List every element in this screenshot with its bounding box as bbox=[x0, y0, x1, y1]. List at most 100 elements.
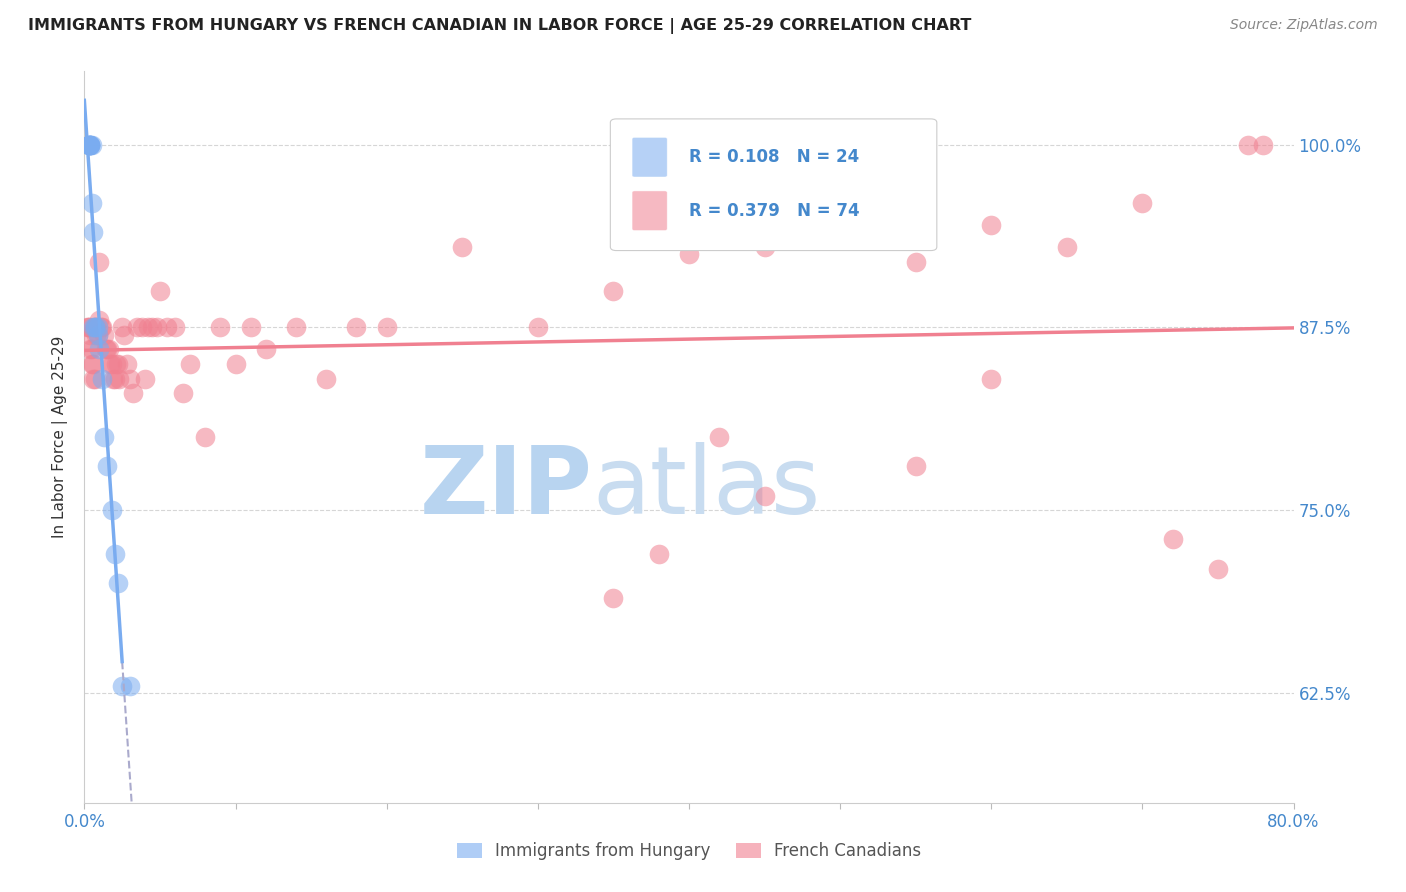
Point bbox=[134, 371, 156, 385]
Point bbox=[1206, 562, 1229, 576]
Point bbox=[89, 313, 111, 327]
Point bbox=[80, 137, 103, 152]
Point bbox=[111, 679, 134, 693]
Y-axis label: In Labor Force | Age 25-29: In Labor Force | Age 25-29 bbox=[52, 336, 69, 538]
Point bbox=[77, 137, 100, 152]
Text: R = 0.379   N = 74: R = 0.379 N = 74 bbox=[689, 202, 859, 219]
Point bbox=[118, 679, 141, 693]
Point bbox=[239, 320, 262, 334]
Point bbox=[375, 320, 398, 334]
Point bbox=[1253, 137, 1275, 152]
Point bbox=[904, 459, 927, 474]
Point bbox=[107, 357, 129, 371]
Point bbox=[830, 218, 852, 232]
Point bbox=[121, 386, 143, 401]
Point bbox=[141, 320, 163, 334]
Point bbox=[90, 320, 112, 334]
Point bbox=[108, 371, 131, 385]
Point bbox=[76, 320, 98, 334]
FancyBboxPatch shape bbox=[633, 191, 668, 230]
Point bbox=[89, 254, 111, 268]
Point bbox=[904, 254, 927, 268]
Point bbox=[136, 320, 159, 334]
Point bbox=[80, 357, 103, 371]
Point bbox=[315, 371, 337, 385]
Point bbox=[1130, 196, 1153, 211]
Point bbox=[100, 503, 122, 517]
Point bbox=[194, 430, 217, 444]
Point bbox=[91, 371, 114, 385]
Point bbox=[127, 320, 149, 334]
Point bbox=[149, 284, 172, 298]
Point bbox=[112, 327, 135, 342]
Point bbox=[79, 137, 101, 152]
Point bbox=[115, 357, 138, 371]
Text: R = 0.108   N = 24: R = 0.108 N = 24 bbox=[689, 148, 859, 166]
Point bbox=[527, 320, 550, 334]
Point bbox=[94, 343, 117, 357]
Point bbox=[1237, 137, 1260, 152]
Point bbox=[285, 320, 308, 334]
Point bbox=[86, 327, 108, 342]
Point bbox=[77, 137, 100, 152]
Point bbox=[80, 343, 103, 357]
Point bbox=[84, 320, 107, 334]
FancyBboxPatch shape bbox=[610, 119, 936, 251]
Point bbox=[77, 320, 100, 334]
FancyBboxPatch shape bbox=[633, 137, 668, 177]
Point bbox=[678, 247, 700, 261]
Point bbox=[146, 320, 169, 334]
Point bbox=[93, 327, 115, 342]
Point bbox=[87, 320, 110, 334]
Point bbox=[754, 489, 776, 503]
Point bbox=[1161, 533, 1184, 547]
Point bbox=[104, 371, 127, 385]
Point bbox=[93, 430, 115, 444]
Point bbox=[79, 343, 101, 357]
Point bbox=[131, 320, 153, 334]
Point bbox=[101, 371, 124, 385]
Point bbox=[451, 240, 474, 254]
Point bbox=[98, 357, 121, 371]
Point bbox=[107, 576, 129, 591]
Point bbox=[105, 357, 128, 371]
Point bbox=[225, 357, 247, 371]
Point bbox=[96, 343, 118, 357]
Text: ZIP: ZIP bbox=[419, 442, 592, 534]
Point bbox=[346, 320, 368, 334]
Point bbox=[82, 371, 104, 385]
Point bbox=[89, 343, 111, 357]
Point bbox=[980, 371, 1002, 385]
Point bbox=[82, 357, 104, 371]
Point bbox=[1056, 240, 1078, 254]
Point bbox=[79, 327, 101, 342]
Point bbox=[602, 591, 624, 605]
Point bbox=[77, 320, 100, 334]
Text: Source: ZipAtlas.com: Source: ZipAtlas.com bbox=[1230, 18, 1378, 32]
Point bbox=[209, 320, 232, 334]
Point bbox=[156, 320, 179, 334]
Point bbox=[84, 320, 107, 334]
Point bbox=[86, 320, 108, 334]
Point bbox=[111, 320, 134, 334]
Point bbox=[96, 459, 118, 474]
Point bbox=[97, 343, 120, 357]
Point bbox=[79, 137, 101, 152]
Point bbox=[104, 547, 127, 561]
Point bbox=[100, 357, 122, 371]
Point bbox=[77, 137, 100, 152]
Point bbox=[87, 327, 110, 342]
Point bbox=[172, 386, 194, 401]
Point bbox=[87, 327, 110, 342]
Point bbox=[980, 218, 1002, 232]
Point bbox=[79, 137, 101, 152]
Point bbox=[254, 343, 277, 357]
Point bbox=[602, 284, 624, 298]
Point bbox=[709, 430, 731, 444]
Point bbox=[82, 225, 104, 239]
Point bbox=[82, 320, 104, 334]
Point bbox=[80, 196, 103, 211]
Legend: Immigrants from Hungary, French Canadians: Immigrants from Hungary, French Canadian… bbox=[457, 842, 921, 860]
Point bbox=[84, 371, 107, 385]
Point bbox=[165, 320, 187, 334]
